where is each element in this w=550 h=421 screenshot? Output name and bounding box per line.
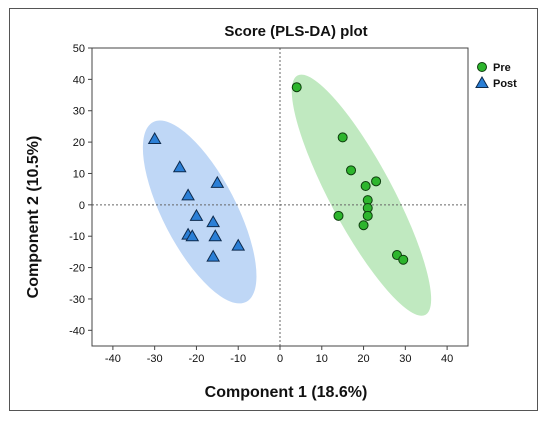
data-point-post <box>172 160 187 173</box>
data-point-post <box>206 215 221 228</box>
x-tick-label: -10 <box>230 353 246 365</box>
confidence-ellipse-post <box>142 120 257 304</box>
data-point-post <box>147 131 162 144</box>
y-tick-label: 40 <box>73 74 85 86</box>
data-point-pre <box>362 210 373 221</box>
x-tick-label: 20 <box>357 353 369 365</box>
y-tick-label: 20 <box>73 137 85 149</box>
y-tick-label: -10 <box>69 231 85 243</box>
data-point-pre <box>291 82 302 93</box>
data-point-pre <box>371 176 382 187</box>
y-tick-label: -40 <box>69 325 85 337</box>
data-point-post <box>206 249 221 262</box>
x-tick-label: -40 <box>105 353 121 365</box>
confidence-ellipse-pre <box>291 74 432 316</box>
chart-frame <box>9 8 538 411</box>
data-point-post <box>189 208 204 221</box>
legend-label-pre: Pre <box>493 62 511 74</box>
data-point-post <box>210 175 225 188</box>
x-tick-label: 30 <box>399 353 411 365</box>
data-point-pre <box>358 220 369 231</box>
data-point-post <box>181 188 195 201</box>
x-tick-label: -20 <box>188 353 204 365</box>
x-tick-label: 10 <box>316 353 328 365</box>
y-tick-label: 30 <box>73 106 85 118</box>
data-point-pre <box>333 210 344 221</box>
legend-marker-post <box>475 75 489 88</box>
data-point-post <box>185 229 200 242</box>
x-tick-label: 0 <box>277 353 283 365</box>
legend-marker-pre <box>477 62 487 72</box>
y-tick-label: 0 <box>79 200 85 212</box>
x-axis-label: Component 1 (18.6%) <box>205 384 368 401</box>
x-tick-label: -30 <box>147 353 163 365</box>
data-point-post <box>231 238 246 251</box>
legend-label-post: Post <box>493 78 517 90</box>
y-tick-label: -20 <box>69 263 85 275</box>
y-axis-label: Component 2 (10.5%) <box>25 136 42 299</box>
y-tick-label: -30 <box>69 294 85 306</box>
data-point-pre <box>346 165 357 176</box>
data-point-pre <box>337 132 348 143</box>
y-tick-label: 50 <box>73 43 85 55</box>
data-point-post <box>208 229 223 242</box>
data-point-pre <box>360 181 371 192</box>
data-point-pre <box>398 254 409 265</box>
x-tick-label: 40 <box>441 353 453 365</box>
legend: Pre Post <box>475 62 517 90</box>
y-tick-label: 10 <box>73 168 85 180</box>
plot-area: -40 -30 -20 -10 0 10 20 30 40 -40 -30 -20 -10 0 10 20 30… <box>69 43 469 365</box>
chart-title: Score (PLS-DA) plot <box>224 23 367 40</box>
